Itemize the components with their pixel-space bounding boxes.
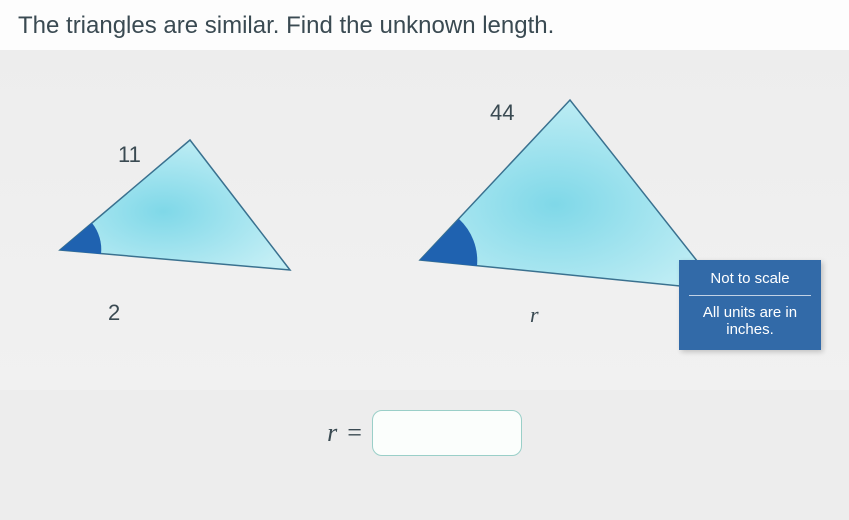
- info-box: Not to scale All units are in inches.: [679, 260, 821, 350]
- equals-sign: =: [347, 418, 362, 448]
- info-line-2: All units are in inches.: [689, 304, 811, 338]
- answer-variable: r: [327, 418, 337, 448]
- answer-row: r =: [0, 410, 849, 456]
- large-triangle-top-label: 44: [490, 100, 514, 126]
- info-line-1: Not to scale: [689, 270, 811, 287]
- info-divider: [689, 295, 811, 296]
- angle-marker-small: [60, 223, 101, 254]
- small-triangle-top-label: 11: [118, 142, 141, 168]
- question-prompt: The triangles are similar. Find the unkn…: [0, 0, 849, 50]
- large-triangle-bottom-label: r: [530, 302, 539, 328]
- answer-input[interactable]: [372, 410, 522, 456]
- small-triangle-bottom-label: 2: [108, 300, 120, 326]
- figure-area: 11 2 44 r Not to scale All units are in …: [0, 50, 849, 390]
